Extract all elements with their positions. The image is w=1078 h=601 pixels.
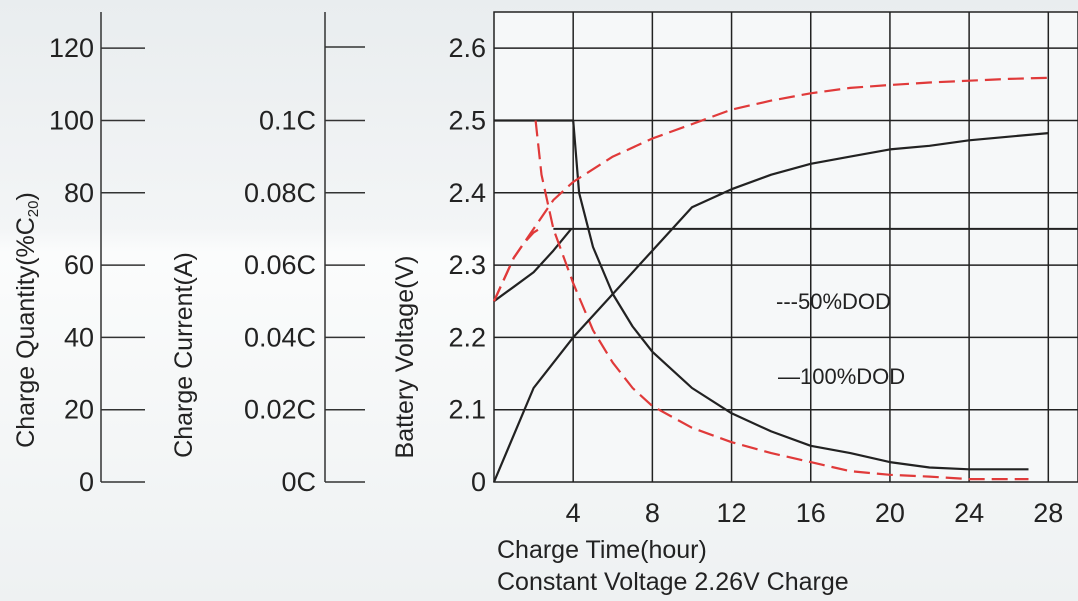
x-tick-label: 12 — [717, 498, 747, 528]
plot-frame — [493, 11, 1078, 483]
chart-subtitle: Constant Voltage 2.26V Charge — [497, 568, 849, 596]
charge-current-tick-label: 0C — [281, 467, 316, 497]
legend-item-50-dod: ---50%DOD — [776, 289, 891, 314]
legend-item-100-dod: —100%DOD — [778, 364, 905, 389]
charge-current-tick-label: 0.1C — [259, 105, 316, 135]
series-current_100 — [494, 119, 1029, 471]
charge-quantity-label-main: Charge Quantity(%C — [12, 217, 40, 448]
x-tick-label: 24 — [954, 498, 984, 528]
charge-quantity-label-close: ) — [12, 192, 40, 200]
charge-quantity-tick-label: 80 — [64, 178, 94, 208]
charge-current-tick-label: 0.02C — [244, 395, 316, 425]
charge-quantity-tick-label: 20 — [64, 395, 94, 425]
axes-group: 4 8 12 16 20 24 28 0 2.1 2.2 2.3 2.4 2.5 2.6 0 20 40 60 80… — [49, 12, 1063, 528]
voltage-tick-label: 0 — [471, 467, 486, 497]
voltage-tick-label: 2.3 — [448, 250, 486, 280]
voltage-tick-label: 2.4 — [448, 178, 486, 208]
x-tick-label: 16 — [796, 498, 826, 528]
voltage-tick-label: 2.1 — [448, 395, 486, 425]
charge-current-tick-label: 0.04C — [244, 322, 316, 352]
series-current_50 — [534, 120, 1029, 481]
charge-quantity-tick-label: 40 — [64, 322, 94, 352]
charge-quantity-tick-label: 0 — [79, 467, 94, 497]
series-quantity_100 — [492, 132, 1049, 483]
x-tick-label: 4 — [566, 498, 581, 528]
charge-quantity-label-sub: 20 — [25, 200, 42, 217]
x-tick-label: 28 — [1033, 498, 1063, 528]
charge-quantity-tick-label: 60 — [64, 250, 94, 280]
voltage-tick-label: 2.5 — [448, 105, 486, 135]
x-tick-label: 20 — [875, 498, 905, 528]
charge-current-tick-label: 0.06C — [244, 250, 316, 280]
voltage-tick-label: 2.2 — [448, 322, 486, 352]
x-axis-title: Charge Time(hour) — [497, 536, 707, 564]
plot-grid — [493, 11, 1078, 483]
charge-quantity-tick-label: 120 — [49, 33, 94, 63]
x-tick-label: 8 — [645, 498, 660, 528]
charge-current-axis-title: Charge Current(A) — [170, 252, 198, 458]
charge-quantity-axis-title: Charge Quantity(%C20) — [12, 192, 42, 448]
charge-quantity-tick-label: 100 — [49, 105, 94, 135]
battery-voltage-axis-title: Battery Voltage(V) — [391, 256, 419, 459]
voltage-tick-label: 2.6 — [448, 33, 486, 63]
charge-current-tick-label: 0.08C — [244, 178, 316, 208]
series-quantity_50 — [492, 76, 1049, 302]
series-group — [492, 76, 1049, 483]
